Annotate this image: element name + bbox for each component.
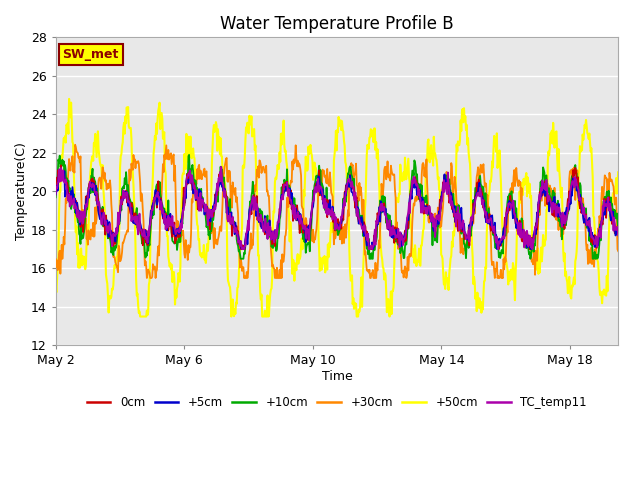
Y-axis label: Temperature(C): Temperature(C) — [15, 143, 28, 240]
Text: SW_met: SW_met — [63, 48, 119, 61]
Title: Water Temperature Profile B: Water Temperature Profile B — [220, 15, 454, 33]
Legend: 0cm, +5cm, +10cm, +30cm, +50cm, TC_temp11: 0cm, +5cm, +10cm, +30cm, +50cm, TC_temp1… — [82, 391, 592, 414]
X-axis label: Time: Time — [321, 370, 352, 383]
